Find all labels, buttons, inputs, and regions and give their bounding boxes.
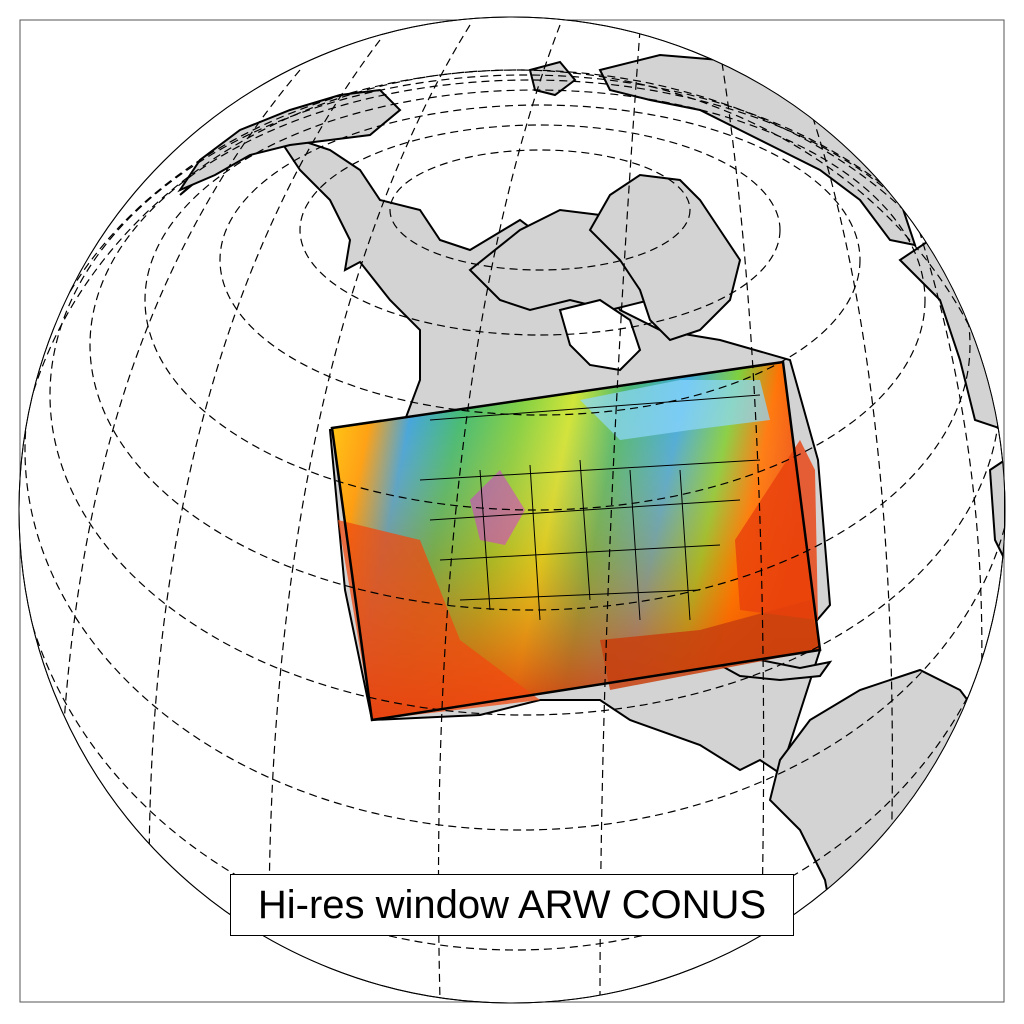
meridian-6 — [719, 49, 765, 991]
parallel-60 — [219, 104, 861, 416]
hudson-bay — [558, 298, 642, 372]
meridian-2 — [268, 24, 471, 996]
atlantic-warm-area — [735, 440, 818, 620]
domain-window — [330, 360, 822, 722]
meridian-7 — [799, 79, 893, 901]
domain-outline — [330, 360, 822, 722]
siberia-land — [177, 88, 402, 193]
parallel-50 — [144, 89, 926, 511]
canada-cold-area — [580, 380, 770, 440]
state-borders — [419, 394, 761, 621]
gulf-warm-area — [600, 600, 820, 690]
africa-land — [988, 458, 1005, 561]
graticule — [19, 24, 1005, 1001]
parallel-40 — [89, 79, 971, 611]
parallel-80 — [389, 149, 691, 271]
meridian-3 — [148, 39, 381, 931]
caribbean-islands — [716, 658, 833, 682]
globe-outline — [18, 16, 1006, 1004]
title-box: Hi-res window ARW CONUS — [230, 874, 794, 936]
parallel-20 — [24, 69, 1005, 831]
map-title: Hi-res window ARW CONUS — [257, 883, 767, 927]
meridian-4 — [59, 69, 301, 801]
meridian-8 — [879, 119, 983, 721]
parallel-70 — [299, 124, 781, 336]
parallel-10 — [19, 69, 1005, 951]
pacific-warm-area — [338, 520, 540, 720]
meridian-5 — [599, 29, 641, 1001]
